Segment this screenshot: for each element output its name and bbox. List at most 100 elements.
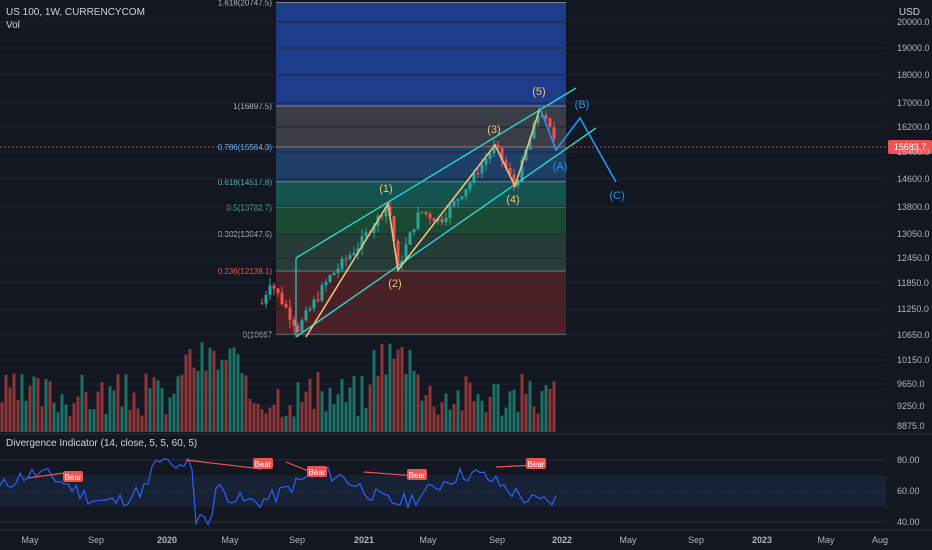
volume-bar <box>128 409 132 432</box>
volume-bar <box>488 397 492 432</box>
price-tick-label: 12450.0 <box>897 253 930 263</box>
volume-bar <box>516 411 520 432</box>
bear-tag: Bear <box>255 460 272 469</box>
wave-label: (B) <box>575 99 590 111</box>
candle-body <box>364 232 368 237</box>
volume-bar <box>272 404 276 432</box>
volume-bar <box>496 384 500 432</box>
candle-body <box>444 217 448 223</box>
price-tag: 15683.7 <box>894 142 927 152</box>
volume-bar <box>500 415 504 432</box>
fib-zone <box>276 181 566 208</box>
time-tick-label: Sep <box>489 535 505 545</box>
volume-bar <box>332 404 336 432</box>
candle-body <box>512 174 516 187</box>
candle-body <box>524 149 528 161</box>
volume-bar <box>168 397 172 432</box>
volume-bar <box>24 400 28 432</box>
volume-bar <box>284 415 288 432</box>
volume-bar <box>448 409 452 432</box>
volume-bar <box>408 349 412 432</box>
osc-tick-label: 40.00 <box>897 517 920 527</box>
candle-body <box>320 285 324 301</box>
price-tag-bg <box>888 140 932 154</box>
volume-bar <box>360 376 364 432</box>
bear-tag-bg <box>526 458 546 469</box>
volume-bar <box>8 387 12 432</box>
bear-tag: Bear <box>528 460 545 469</box>
volume-bar <box>72 402 76 432</box>
volume-bar <box>132 392 136 432</box>
volume-bar <box>444 393 448 432</box>
fib-label: 0.236(12138.1) <box>218 267 273 276</box>
candle-body <box>324 281 328 286</box>
price-tick-label: 11250.0 <box>897 304 929 314</box>
candle-body <box>416 212 420 230</box>
volume-bar <box>96 391 100 432</box>
volume-bar <box>224 359 228 432</box>
volume-bar <box>40 406 44 432</box>
volume-bar <box>472 401 476 432</box>
candle-body <box>520 160 524 182</box>
candle-body <box>456 199 460 202</box>
wave-label: (5) <box>532 86 545 98</box>
volume-bar <box>484 412 488 432</box>
candle-body <box>468 183 472 190</box>
volume-bar <box>212 350 216 432</box>
candle-body <box>296 325 300 332</box>
volume-bar <box>280 416 284 432</box>
price-tick-label: 10150.0 <box>897 355 930 365</box>
candle-body <box>492 144 496 154</box>
volume-bar <box>512 389 516 432</box>
volume-bar <box>112 390 116 432</box>
volume-bar <box>88 409 92 432</box>
candle-body <box>344 258 348 260</box>
volume-bar <box>480 400 484 432</box>
candle-body <box>548 118 552 128</box>
volume-bar <box>104 413 108 432</box>
volume-bar <box>524 393 528 432</box>
indicator-title: Divergence Indicator (14, close, 5, 5, 6… <box>6 438 198 449</box>
volume-bar <box>352 375 356 432</box>
volume-bar <box>508 391 512 432</box>
volume-bar <box>0 402 4 432</box>
time-tick-label: Sep <box>289 535 305 545</box>
volume-bar <box>32 376 36 432</box>
candle-body <box>544 115 548 119</box>
candle-body <box>460 196 464 200</box>
wave-label: (3) <box>487 124 500 136</box>
volume-bar <box>204 370 208 432</box>
price-tick-label: 13800.0 <box>897 202 930 212</box>
volume-bar <box>388 343 392 432</box>
candle-body <box>288 307 292 320</box>
candle-body <box>340 258 344 269</box>
candle-body <box>388 206 392 217</box>
volume-bar <box>288 405 292 432</box>
divergence-line <box>185 459 263 470</box>
candle-body <box>356 248 360 254</box>
wave-label: (4) <box>506 194 519 206</box>
time-tick-label: May <box>817 535 835 545</box>
candle-body <box>272 285 276 289</box>
volume-bar <box>196 370 200 432</box>
price-tick-label: 14600.0 <box>897 174 930 184</box>
volume-bar <box>344 402 348 432</box>
volume-bar <box>464 376 468 432</box>
fib-label: 0.382(13047.6) <box>218 230 273 239</box>
volume-bar <box>428 385 432 432</box>
volume-bar <box>220 359 224 432</box>
volume-bar <box>192 367 196 432</box>
volume-bar <box>416 374 420 432</box>
fib-label: 0.5(13782.7) <box>227 204 273 213</box>
osc-tick-label: 80.00 <box>897 455 920 465</box>
volume-bar <box>552 381 556 432</box>
candle-body <box>304 310 308 321</box>
time-tick-label: May <box>619 535 637 545</box>
volume-bar <box>36 378 40 432</box>
volume-bar <box>276 389 280 432</box>
candle-body <box>384 206 388 217</box>
fib-label: 1.618(20747.5) <box>218 0 273 8</box>
bear-tag-bg <box>253 458 273 469</box>
bear-tag: Bear <box>309 468 326 477</box>
